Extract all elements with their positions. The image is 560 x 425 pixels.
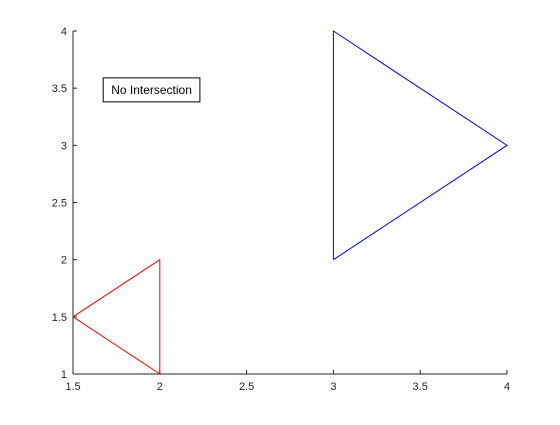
- y-tick-label: 1: [61, 369, 67, 381]
- y-ticks: 1 1.5 2 2.5 3 3.5 4: [52, 26, 77, 381]
- x-tick-label: 3.5: [413, 381, 428, 393]
- x-tick-label: 2.5: [239, 381, 254, 393]
- y-tick-label: 2.5: [52, 198, 67, 210]
- x-ticks: 1.5 2 2.5 3 3.5 4: [65, 370, 510, 393]
- x-tick-label: 1.5: [65, 381, 80, 393]
- y-tick-label: 3.5: [52, 83, 67, 95]
- x-tick-label: 2: [157, 381, 163, 393]
- y-tick-label: 2: [61, 255, 67, 267]
- y-tick-label: 1.5: [52, 312, 67, 324]
- x-tick-label: 3: [330, 381, 336, 393]
- annotation-text: No Intersection: [111, 83, 192, 97]
- x-tick-label: 4: [504, 381, 510, 393]
- annotation-layer: No Intersection: [102, 77, 201, 103]
- plot-area: 1.5 2 2.5 3 3.5 4 11.522.533.54 No Intersecti…: [52, 26, 510, 393]
- series-layer: [72, 30, 508, 375]
- y-tick-label: 4: [61, 26, 67, 38]
- annotation-box: [102, 77, 201, 103]
- y-tick-label: 3: [61, 140, 67, 152]
- series-line-2: [332, 30, 508, 261]
- series-line-1: [72, 258, 161, 375]
